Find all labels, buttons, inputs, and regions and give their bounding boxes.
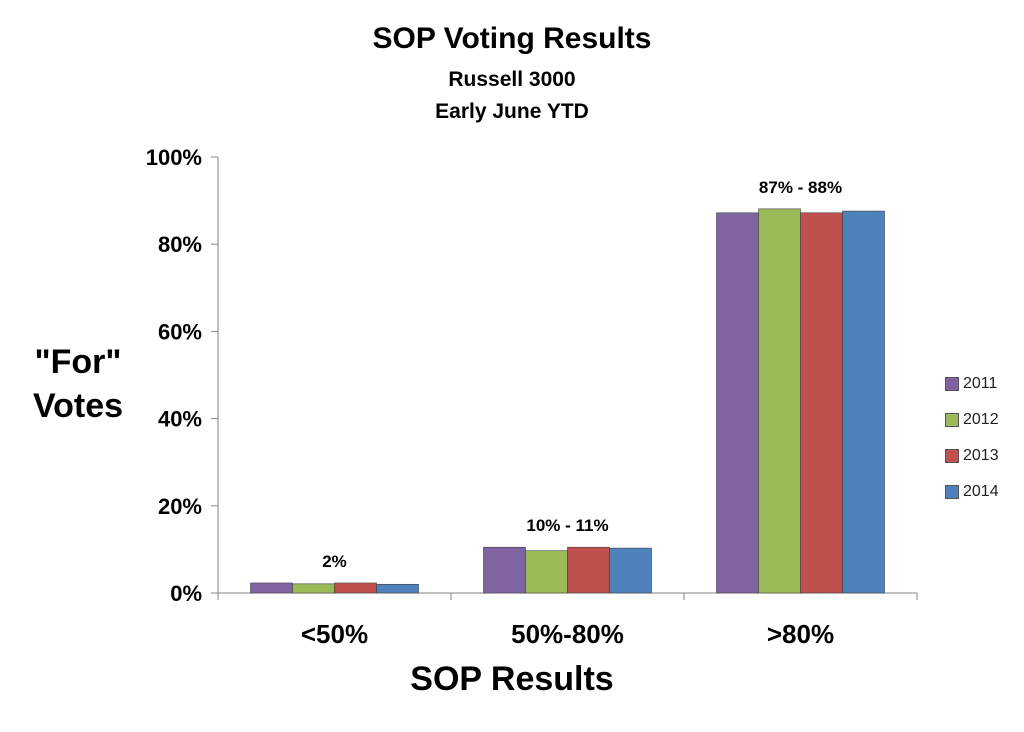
bar-2011 [483, 546, 526, 594]
legend-label-2014: 2014 [963, 483, 999, 500]
y-tick-label: 60% [158, 319, 202, 344]
chart-subtitle-1: Russell 3000 [448, 68, 576, 91]
group-data-label: 2% [322, 552, 347, 571]
y-axis-label-line-1: "For" [34, 343, 122, 381]
y-axis-label-line-2: Votes [32, 387, 124, 425]
bar-2014 [376, 583, 419, 594]
legend-swatch-2014 [945, 485, 959, 499]
bar-2012 [292, 583, 335, 594]
bar-2011 [716, 212, 759, 594]
y-axis-label: "For" Votes [18, 340, 138, 428]
chart-title: SOP Voting Results [372, 22, 652, 55]
legend-swatch-2011 [945, 377, 959, 391]
legend: 2011 2012 2013 2014 [945, 366, 999, 510]
bar-2013 [334, 582, 377, 594]
legend-swatch-2012 [945, 413, 959, 427]
bar-2012 [758, 208, 801, 594]
y-tick-label: 80% [158, 232, 202, 257]
legend-item-2013: 2013 [945, 438, 999, 474]
x-tick-label: 50%-80% [511, 619, 624, 649]
legend-label-2013: 2013 [963, 447, 999, 464]
bar-2014 [609, 547, 652, 594]
bar-2011 [250, 582, 293, 594]
bar-2013 [567, 546, 610, 594]
legend-swatch-2013 [945, 449, 959, 463]
group-data-label: 87% - 88% [759, 178, 842, 197]
y-tick-label: 100% [146, 145, 202, 170]
legend-item-2011: 2011 [945, 366, 999, 402]
group-data-label: 10% - 11% [526, 516, 608, 535]
y-tick-label: 20% [158, 494, 202, 519]
y-tick-label: 40% [158, 407, 202, 432]
chart-subtitle-2: Early June YTD [435, 100, 589, 123]
x-tick-label: <50% [301, 619, 368, 649]
bar-2013 [800, 212, 843, 594]
legend-item-2012: 2012 [945, 402, 999, 438]
legend-label-2011: 2011 [963, 375, 998, 392]
legend-item-2014: 2014 [945, 474, 999, 510]
legend-label-2012: 2012 [963, 411, 999, 428]
y-tick-label: 0% [170, 581, 202, 606]
bar-2012 [525, 550, 568, 594]
bar-2014 [842, 210, 885, 594]
x-axis-label: SOP Results [410, 660, 614, 698]
x-tick-label: >80% [767, 619, 834, 649]
